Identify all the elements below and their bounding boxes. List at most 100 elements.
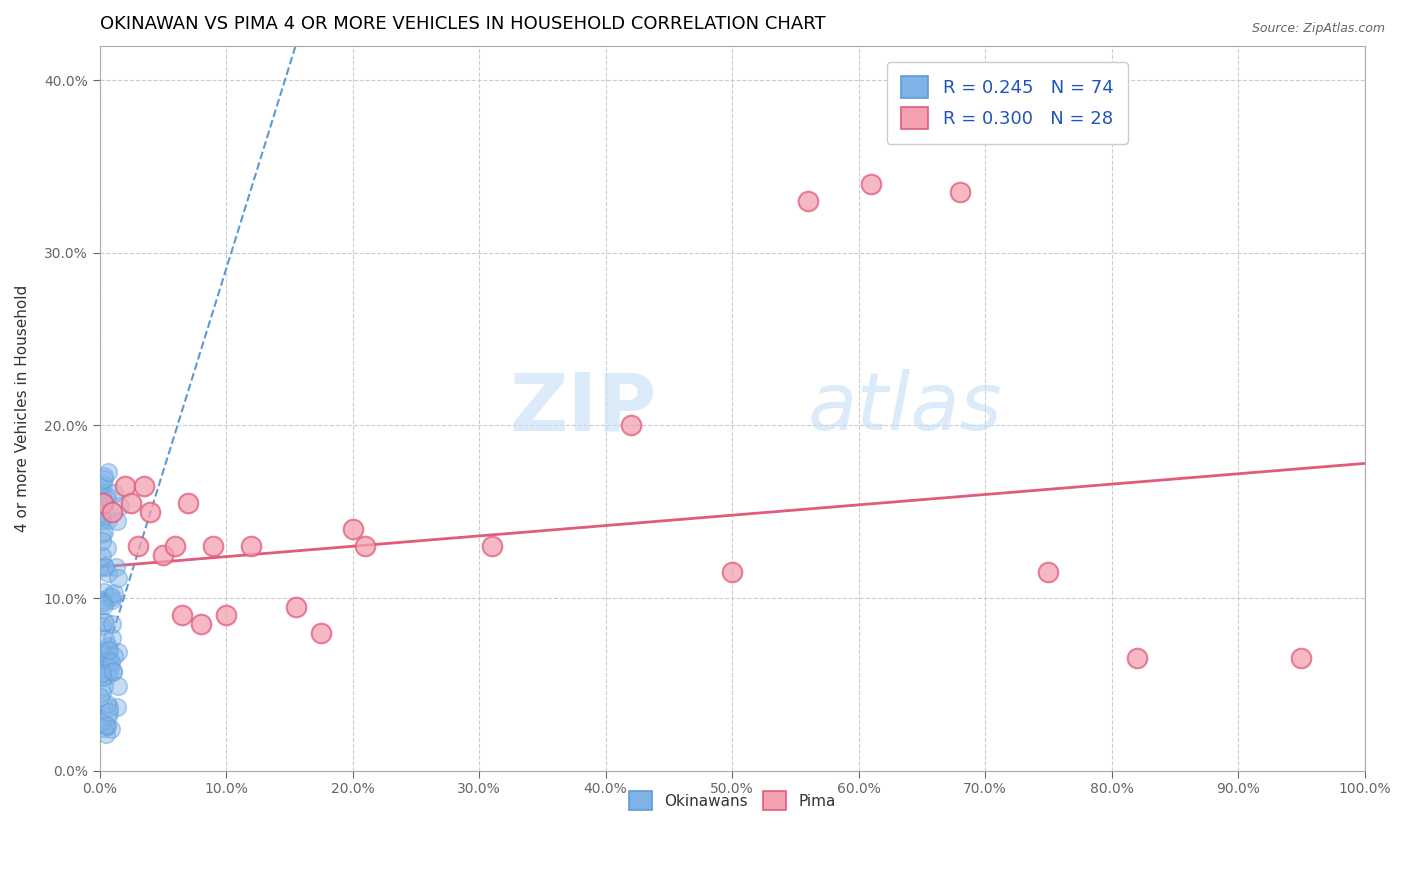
Point (114, 479, 136, 493)
Point (721, 565, 744, 579)
Point (93, 615, 115, 629)
Point (97, 466, 120, 480)
Point (91, 595, 114, 609)
Point (97, 705, 120, 719)
Point (1126, 651, 1149, 665)
Point (96, 719, 118, 733)
Point (93, 558, 115, 573)
Point (165, 539, 187, 553)
Point (1038, 565, 1060, 579)
Point (93, 496, 115, 510)
Point (93, 525, 115, 540)
Point (103, 586, 125, 600)
Point (97, 639, 120, 653)
Point (107, 645, 129, 659)
Point (90, 513, 112, 527)
Point (108, 499, 131, 513)
Point (91, 527, 114, 541)
Point (342, 522, 364, 536)
Point (90, 686, 112, 700)
Point (90, 665, 112, 680)
Text: OKINAWAN VS PIMA 4 OR MORE VEHICLES IN HOUSEHOLD CORRELATION CHART: OKINAWAN VS PIMA 4 OR MORE VEHICLES IN H… (100, 15, 825, 33)
Point (190, 617, 212, 632)
Point (240, 539, 263, 553)
Point (139, 505, 162, 519)
Point (91, 619, 114, 633)
Point (107, 700, 129, 714)
Point (101, 617, 124, 632)
Point (107, 679, 129, 693)
Point (481, 539, 503, 553)
Point (98, 663, 121, 677)
Point (127, 539, 149, 553)
Point (91, 476, 114, 491)
Point (177, 496, 200, 510)
Legend: Okinawans, Pima: Okinawans, Pima (621, 783, 844, 817)
Point (89, 662, 111, 676)
Point (103, 648, 125, 663)
Point (91, 644, 114, 658)
Point (97, 699, 120, 714)
Point (93, 679, 115, 693)
Point (94, 727, 117, 741)
Point (797, 194, 820, 208)
Point (100, 723, 122, 737)
Point (620, 418, 643, 433)
Point (96, 651, 118, 665)
Y-axis label: 4 or more Vehicles in Household: 4 or more Vehicles in Household (15, 285, 30, 532)
Point (90, 506, 112, 520)
Point (100, 593, 122, 607)
Point (132, 479, 155, 493)
Point (97, 566, 120, 580)
Point (91, 596, 114, 610)
Point (100, 591, 122, 605)
Point (94, 615, 117, 629)
Point (90, 480, 112, 494)
Point (90, 715, 112, 730)
Point (105, 560, 128, 574)
Point (91, 549, 114, 564)
Text: atlas: atlas (808, 369, 1002, 447)
Point (94, 559, 117, 574)
Point (107, 571, 129, 585)
Point (202, 539, 225, 553)
Point (354, 539, 377, 553)
Point (105, 514, 128, 528)
Point (97, 653, 120, 667)
Point (152, 548, 174, 562)
Point (103, 665, 125, 679)
Point (91, 486, 114, 500)
Point (93, 472, 115, 486)
Point (96, 697, 118, 711)
Point (98, 589, 121, 603)
Point (103, 486, 125, 500)
Point (90, 592, 112, 607)
Point (96, 491, 118, 505)
Point (89, 559, 111, 574)
Point (97, 643, 120, 657)
Point (93, 598, 115, 612)
Point (94, 632, 117, 646)
Text: ZIP: ZIP (509, 369, 657, 447)
Point (309, 625, 332, 640)
Point (100, 655, 122, 669)
Point (91, 534, 114, 549)
Point (89, 690, 111, 705)
Point (94, 718, 117, 732)
Point (93, 469, 115, 483)
Point (101, 505, 124, 519)
Point (860, 177, 883, 191)
Point (96, 642, 118, 657)
Point (101, 665, 124, 679)
Point (949, 186, 972, 200)
Point (97, 513, 120, 527)
Point (97, 668, 120, 682)
Point (170, 608, 193, 623)
Point (101, 631, 124, 645)
Point (215, 608, 238, 623)
Point (90, 510, 112, 524)
Point (96, 489, 118, 503)
Point (284, 599, 307, 614)
Point (96, 541, 118, 555)
Point (93, 585, 115, 599)
